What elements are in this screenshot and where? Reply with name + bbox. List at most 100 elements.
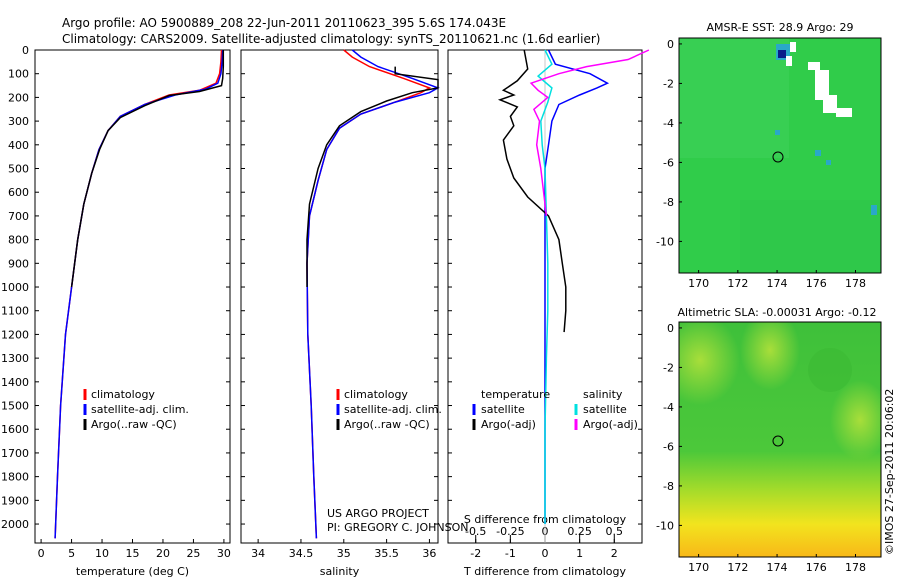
legend-label: Argo(-adj): [583, 418, 638, 431]
map-x-tick-label: 174: [767, 561, 788, 574]
sst-map-missing-data: [815, 70, 829, 100]
sst-map: AMSR-E SST: 28.9 Argo: 29 170 172 174 176 17…: [656, 21, 882, 290]
sla-map-frame: [678, 321, 882, 558]
y-tick-label: 500: [8, 163, 29, 176]
sst-map-missing-data: [790, 42, 796, 52]
x-tick-label: 2: [611, 547, 618, 560]
map-y-tick-label: -2: [663, 361, 674, 374]
sla-map-anomaly: [808, 348, 852, 392]
panel-frame: [34, 49, 231, 544]
map-y-tick-label: -2: [663, 77, 674, 90]
sst-map-missing-data: [836, 108, 852, 117]
sla-map-title: Altimetric SLA: -0.00031 Argo: -0.12: [678, 306, 877, 319]
y-tick-label: 1400: [1, 376, 29, 389]
pi-label: PI: GREGORY C. JOHNSON: [327, 521, 468, 534]
y-tick-label: 1700: [1, 447, 29, 460]
x-tick-label: 30: [217, 547, 231, 560]
salinity-sat-line: [306, 49, 440, 539]
y-tick-label: 200: [8, 91, 29, 104]
temperature-panel: 0100200300400500600700800900100011001200…: [1, 44, 231, 578]
x-tick-label: 20: [156, 547, 170, 560]
legend-label: satellite: [583, 403, 627, 416]
map-y-tick-label: -4: [663, 117, 674, 130]
x-tick-label: 1: [576, 547, 583, 560]
x-tick-label-salinity: -0.25: [496, 525, 524, 538]
sst-map-missing-data: [823, 95, 837, 113]
y-tick-label: 2000: [1, 518, 29, 531]
y-tick-label: 0: [22, 44, 29, 57]
diff-salinity-argo-line: [529, 49, 650, 216]
sst-map-frame: [678, 37, 882, 274]
map-y-tick-label: -6: [663, 440, 674, 453]
map-y-tick-label: -8: [663, 480, 674, 493]
y-tick-label: 700: [8, 210, 29, 223]
legend-label: Argo(-adj): [481, 418, 536, 431]
x-tick-label: 35.5: [374, 547, 399, 560]
y-tick-label: 1500: [1, 400, 29, 413]
y-tick-label: 1600: [1, 423, 29, 436]
sla-map-anomaly: [740, 322, 800, 390]
sla-map-anomaly: [830, 380, 881, 460]
salinity-clim-line: [306, 49, 432, 539]
legend-heading: temperature: [481, 388, 550, 401]
y-tick-label: 1800: [1, 471, 29, 484]
sst-map-cool-patch: [871, 205, 877, 215]
map-x-tick-label: 170: [688, 561, 709, 574]
sst-map-title: AMSR-E SST: 28.9 Argo: 29: [706, 21, 853, 34]
x-tick-label-salinity: 0.5: [606, 525, 624, 538]
map-y-tick-label: -4: [663, 401, 674, 414]
x-axis-label: temperature (deg C): [76, 565, 189, 578]
sst-map-cold-patch: [778, 50, 786, 58]
sst-map-cool-patch: [826, 160, 831, 165]
y-tick-label: 300: [8, 115, 29, 128]
map-x-tick-label: 176: [806, 277, 827, 290]
legend-label: climatology: [344, 388, 408, 401]
map-x-tick-label: 176: [806, 561, 827, 574]
sst-map-float-marker: [772, 151, 784, 163]
map-y-tick-label: -6: [663, 156, 674, 169]
sst-map-cool-patch: [775, 130, 780, 135]
difference-panel: -2 -1 0 1 2-0.5 -0.25 0 0.25 0.5S difference fro…: [447, 49, 650, 578]
x-tick-label: 35: [337, 547, 351, 560]
y-tick-label: 1100: [1, 305, 29, 318]
x-axis-label: salinity: [320, 565, 360, 578]
x-tick-label: 0: [38, 547, 45, 560]
y-tick-label: 1200: [1, 328, 29, 341]
figure-title-line1: Argo profile: AO 5900889_208 22-Jun-2011…: [62, 16, 506, 30]
map-x-tick-label: 170: [688, 277, 709, 290]
sla-map-float-marker: [772, 435, 784, 447]
x-tick-label: 36: [422, 547, 436, 560]
map-x-tick-label: 172: [727, 561, 748, 574]
panel-frame: [240, 49, 439, 544]
y-tick-label: 800: [8, 234, 29, 247]
map-y-tick-label: 0: [667, 322, 674, 335]
y-tick-label: 1000: [1, 281, 29, 294]
legend-label: satellite: [481, 403, 525, 416]
x-tick-label: 34: [251, 547, 265, 560]
legend-label: Argo(..raw -QC): [344, 418, 430, 431]
salinity-argo-line: [306, 66, 439, 287]
legend-label: satellite-adj. clim.: [91, 403, 189, 416]
x-axis-label: T difference from climatology: [463, 565, 626, 578]
y-tick-label: 100: [8, 68, 29, 81]
map-y-tick-label: -8: [663, 196, 674, 209]
sla-map-anomaly: [679, 322, 740, 405]
map-y-tick-label: -10: [656, 519, 674, 532]
diff-temperature-sat-line: [544, 49, 610, 524]
y-tick-label: 600: [8, 186, 29, 199]
temperature-clim-line: [54, 49, 223, 539]
legend-label: satellite-adj. clim.: [344, 403, 442, 416]
x-tick-label: 5: [68, 547, 75, 560]
map-x-tick-label: 178: [845, 561, 866, 574]
legend-heading: salinity: [583, 388, 623, 401]
sst-map-shade: [679, 38, 789, 158]
map-y-tick-label: 0: [667, 38, 674, 51]
y-tick-label: 400: [8, 139, 29, 152]
map-y-tick-label: -10: [656, 235, 674, 248]
x-tick-label-salinity: 0.25: [567, 525, 592, 538]
temperature-argo-line: [70, 50, 225, 288]
imos-timestamp: ©IMOS 27-Sep-2011 20:06:02: [883, 389, 896, 555]
sst-map-missing-data: [808, 62, 820, 70]
y-tick-label: 900: [8, 257, 29, 270]
